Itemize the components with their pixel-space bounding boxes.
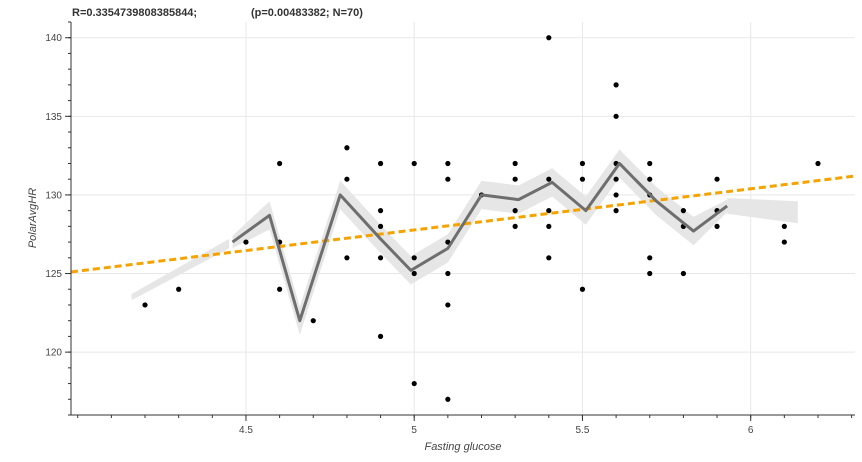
data-point: [344, 255, 350, 261]
x-tick-label: 5: [411, 425, 417, 436]
data-point: [445, 302, 451, 308]
data-point: [647, 160, 653, 167]
x-tick-label: 4.5: [239, 425, 253, 436]
axis-ticks: 4.5 5 5.5 6 120 125 130 135 140: [45, 21, 853, 436]
y-axis-label: PolarAvgHR: [27, 188, 39, 248]
data-point: [647, 176, 653, 182]
smooth-band: [232, 149, 728, 335]
x-axis-label: Fasting glucose: [424, 441, 501, 453]
scatter-points: [142, 35, 821, 402]
data-point: [344, 145, 350, 151]
data-point: [546, 35, 552, 41]
chart-title-info: (p=0.00483382; N=70): [251, 7, 363, 19]
data-point: [377, 208, 384, 214]
data-point: [243, 239, 249, 245]
trend-lines: [70, 161, 856, 323]
data-point: [445, 160, 451, 167]
data-point: [613, 176, 619, 182]
data-point: [445, 239, 451, 245]
data-point: [781, 239, 787, 245]
data-point: [377, 223, 384, 229]
data-point: [277, 286, 283, 292]
data-point: [512, 176, 518, 182]
data-point: [680, 208, 686, 214]
data-point: [647, 270, 653, 277]
data-point: [411, 270, 417, 277]
data-point: [579, 286, 586, 292]
data-point: [579, 160, 586, 167]
data-point: [613, 113, 619, 119]
data-point: [613, 208, 619, 214]
chart-title-stat: R=0.3354739808385844;: [72, 7, 197, 19]
data-point: [546, 255, 552, 261]
y-tick-label: 135: [45, 112, 62, 123]
data-point: [512, 160, 518, 167]
grid-lines: [71, 22, 855, 415]
data-point: [781, 223, 787, 229]
data-point: [613, 192, 619, 198]
data-point: [344, 176, 350, 182]
smooth-band-right-extension: [727, 198, 798, 224]
data-point: [647, 255, 653, 261]
data-point: [512, 223, 518, 229]
data-point: [377, 255, 384, 261]
data-point: [815, 160, 821, 167]
data-point: [411, 380, 417, 387]
y-tick-label: 140: [45, 33, 62, 44]
data-point: [546, 208, 552, 214]
data-point: [377, 333, 384, 339]
data-point: [176, 286, 182, 292]
data-point: [445, 176, 451, 182]
data-point: [310, 318, 316, 324]
data-point: [445, 396, 451, 402]
smooth-mean-line: [231, 161, 729, 323]
x-tick-label: 6: [748, 425, 754, 436]
data-point: [546, 223, 552, 229]
y-tick-label: 120: [45, 348, 62, 359]
data-point: [445, 270, 451, 277]
smooth-confidence-band: [131, 149, 798, 335]
data-point: [714, 176, 720, 182]
x-tick-label: 5.5: [575, 425, 589, 436]
data-point: [411, 160, 417, 167]
data-point: [512, 208, 518, 214]
y-tick-label: 130: [45, 190, 62, 201]
data-point: [613, 82, 619, 88]
data-point: [411, 255, 417, 261]
data-point: [377, 160, 384, 167]
data-point: [142, 302, 148, 308]
data-point: [579, 176, 586, 182]
data-point: [546, 176, 552, 182]
y-tick-label: 125: [45, 269, 62, 280]
axes: [70, 22, 855, 416]
data-point: [680, 270, 686, 277]
data-point: [714, 223, 720, 229]
data-point: [277, 160, 283, 167]
